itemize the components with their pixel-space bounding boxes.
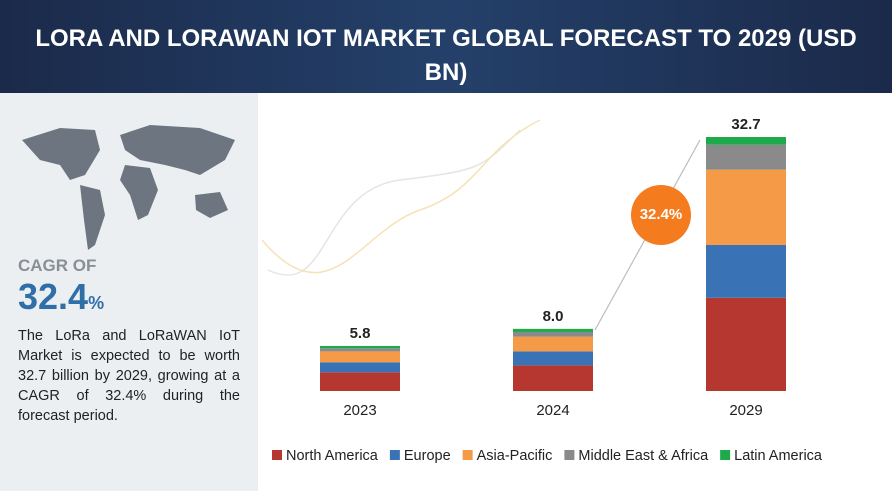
total-label: 8.0 (543, 308, 564, 325)
bar-segment (513, 336, 593, 352)
legend-swatch (272, 450, 282, 460)
chart-title: LORA AND LORAWAN IOT MARKET GLOBAL FOREC… (35, 25, 856, 86)
legend-label: Latin America (734, 448, 823, 464)
bar-segment (320, 351, 400, 363)
header (0, 0, 892, 93)
bar-segment (320, 348, 400, 352)
bar-segment (706, 144, 786, 170)
world-map (22, 125, 235, 250)
legend-swatch (462, 450, 473, 460)
bar-segment (706, 244, 786, 298)
bar-segment (706, 169, 786, 245)
legend-label: Asia-Pacific (477, 448, 553, 464)
legend-swatch (720, 450, 731, 460)
decor-curve (267, 129, 521, 276)
x-tick-label: 2029 (729, 402, 762, 419)
bar-segment (320, 362, 400, 373)
cagr-unit: % (88, 293, 105, 313)
cagr-label: CAGR OF (18, 256, 97, 275)
decor-curve (261, 119, 541, 274)
legend-swatch (564, 450, 575, 460)
bar-segment (706, 297, 786, 391)
bar-segment (320, 345, 400, 349)
legend-label: Middle East & Africa (578, 448, 709, 464)
x-tick-label: 2023 (343, 402, 376, 419)
bar-segment (706, 137, 786, 145)
bar-segment (513, 351, 593, 366)
cagr-value: 32.4% (18, 276, 104, 318)
bar-segment (513, 331, 593, 337)
cagr-number: 32.4 (18, 276, 89, 317)
cagr-badge-text: 32.4% (640, 206, 683, 223)
legend-label: Europe (404, 448, 451, 464)
description: The LoRa and LoRaWAN IoT Market is expec… (18, 328, 240, 424)
x-tick-label: 2024 (536, 402, 569, 419)
legend-label: North America (286, 448, 379, 464)
bar-segment (513, 365, 593, 391)
title-line: LORA AND LORAWAN IOT MARKET GLOBAL FOREC… (35, 25, 856, 52)
title-line: BN) (425, 59, 468, 86)
total-label: 32.7 (731, 116, 760, 133)
bar-segment (513, 328, 593, 332)
cagr-badge (631, 185, 691, 245)
total-label: 5.8 (350, 325, 371, 342)
bar-segment (320, 372, 400, 391)
legend-swatch (389, 450, 400, 460)
